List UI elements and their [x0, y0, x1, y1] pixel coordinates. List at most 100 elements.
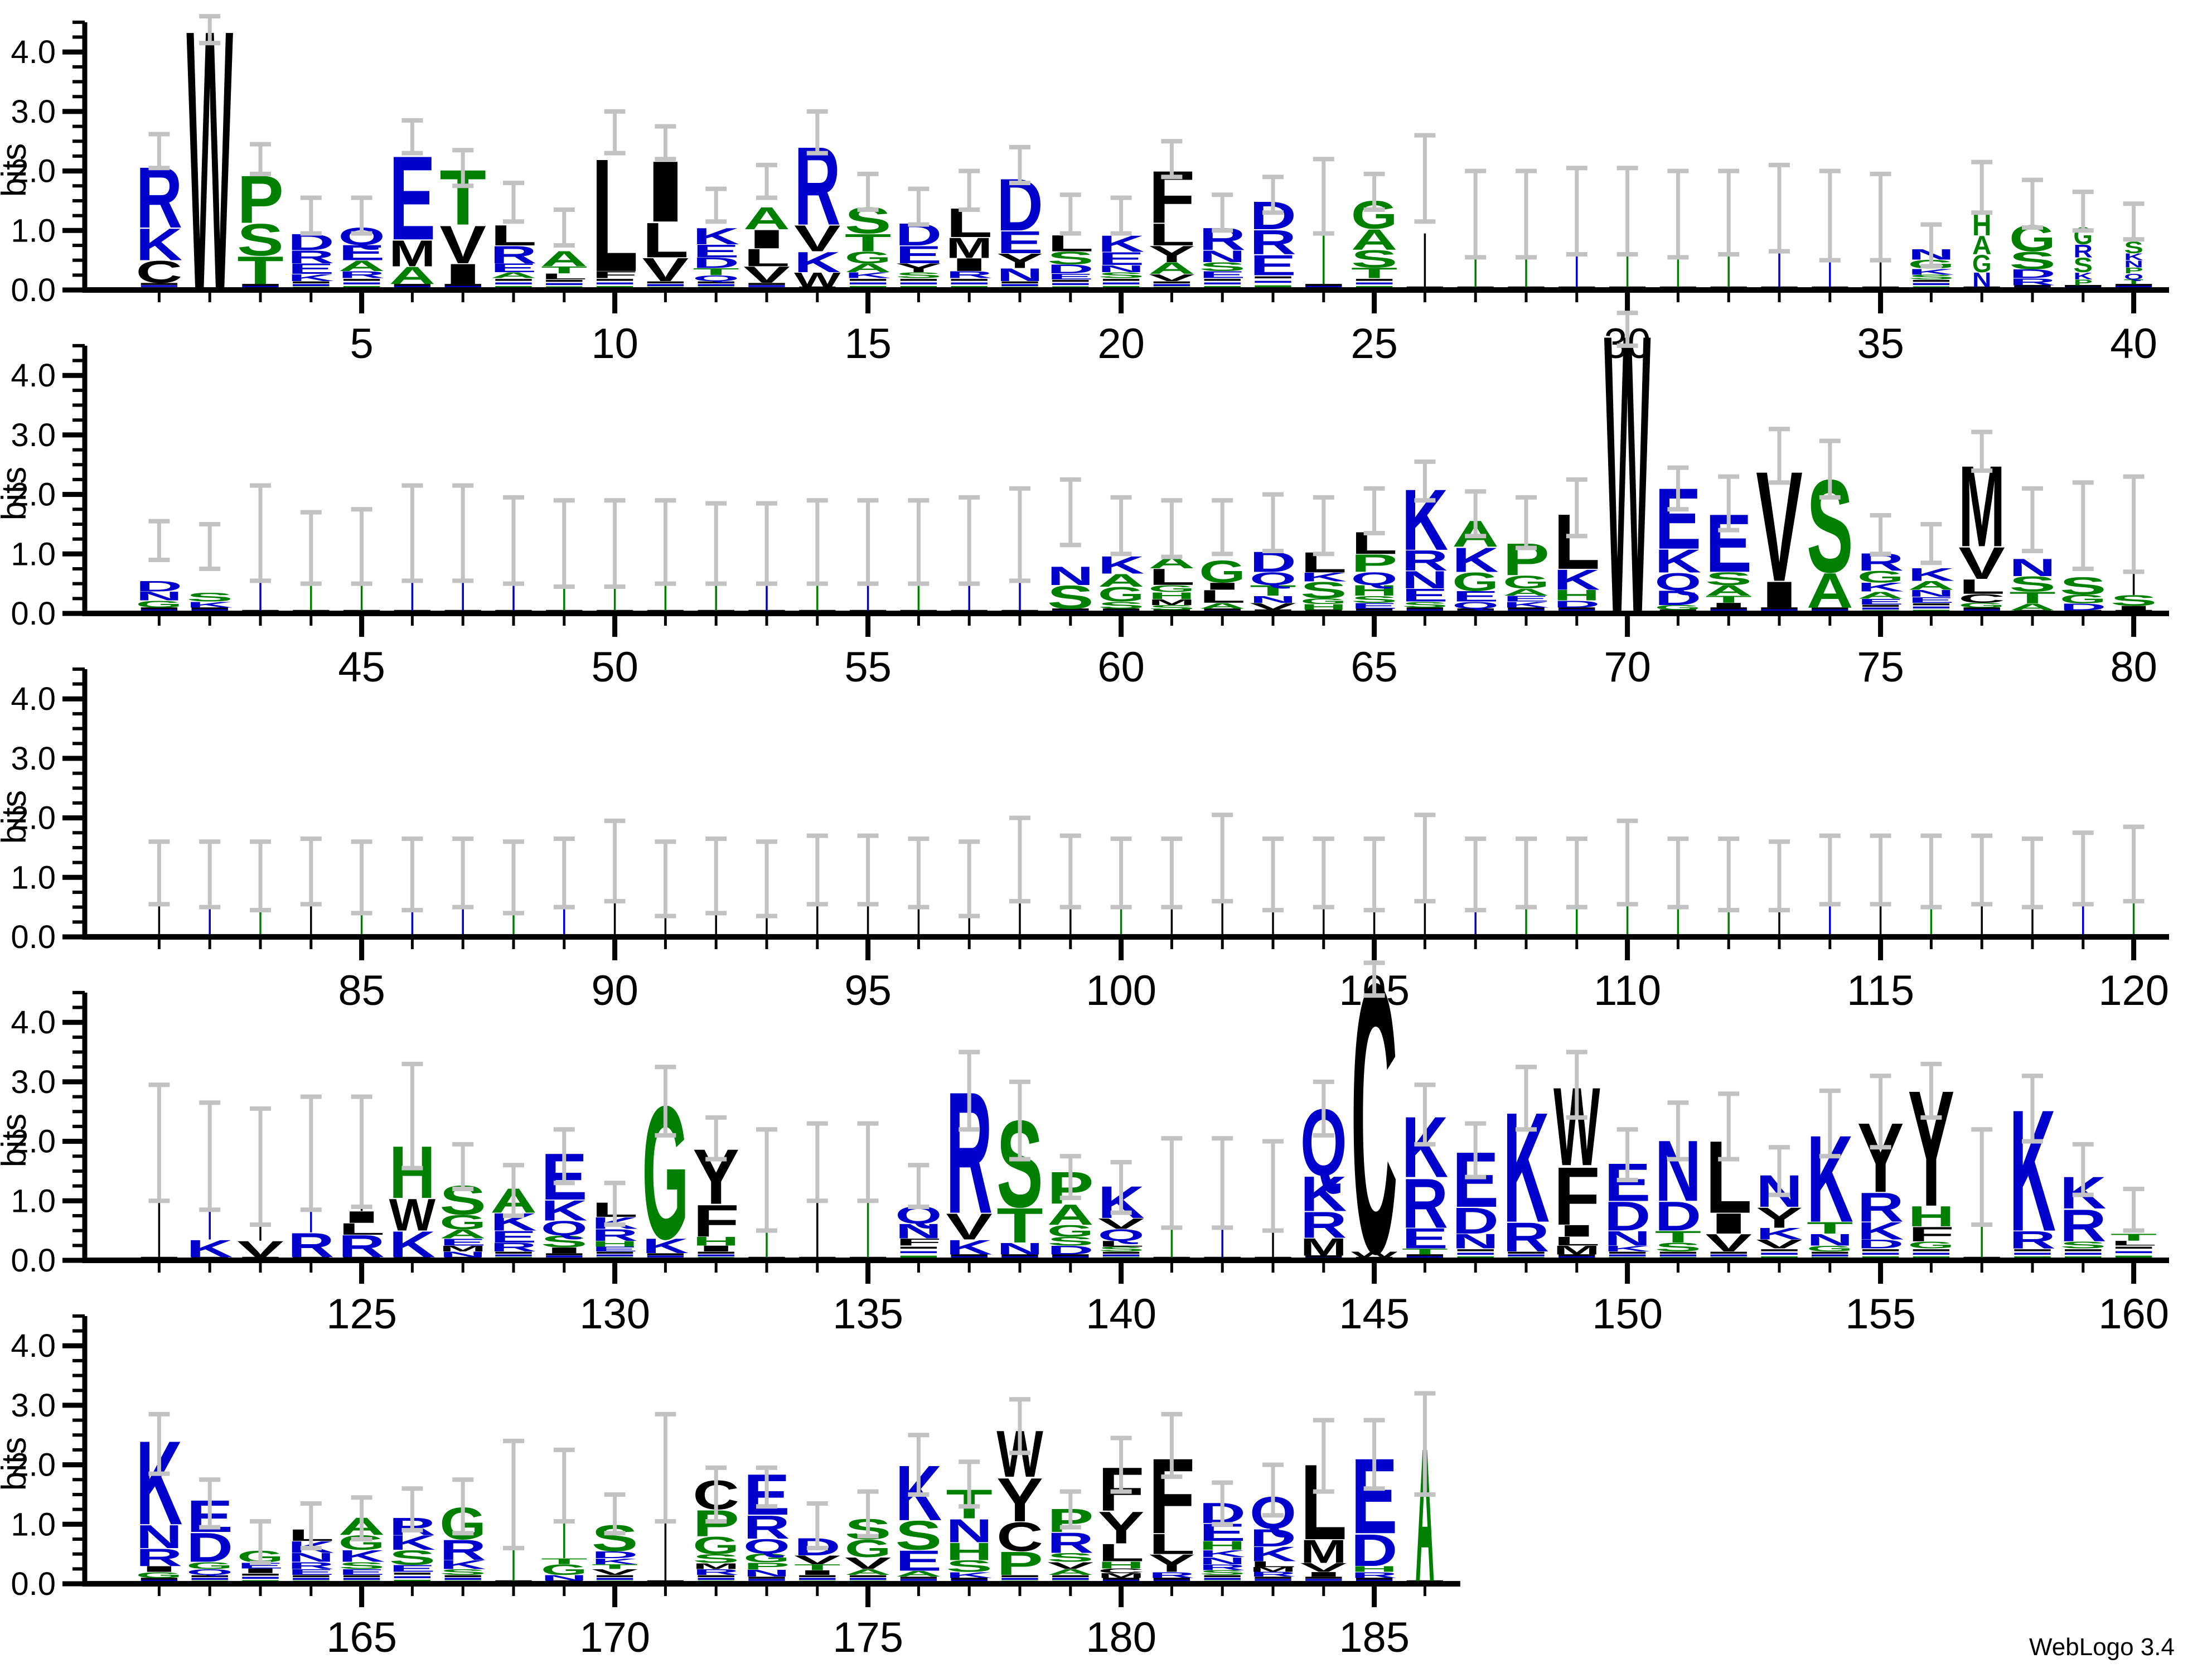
- logo-letter-I: I: [1553, 1222, 1600, 1240]
- logo-letter-T: T: [1250, 582, 1296, 599]
- logo-letter-A: A: [1047, 1198, 1094, 1231]
- logo-letter-P: P: [2124, 266, 2143, 275]
- logo-letter-L: L: [1958, 575, 2005, 598]
- logo-letter-S: S: [1908, 273, 1955, 281]
- logo-letter-K: K: [794, 246, 841, 278]
- x-tick-label: 10: [591, 320, 638, 368]
- logo-letter-G: G: [1503, 572, 1550, 592]
- x-tick-label: 50: [591, 644, 638, 691]
- logo-letter-Q: Q: [1351, 569, 1398, 589]
- logo-letter-T: T: [592, 1563, 638, 1570]
- logo-letter-E: E: [693, 241, 739, 261]
- logo-letter-V: V: [1300, 1561, 1347, 1575]
- logo-letter-K: K: [439, 1558, 486, 1572]
- logo-letter-Y: Y: [996, 249, 1043, 273]
- logo-letter-N: N: [996, 265, 1043, 285]
- y-tick-label: 4.0: [11, 34, 56, 70]
- logo-letter-T: T: [1655, 1228, 1702, 1246]
- x-tick-label: 55: [844, 644, 892, 691]
- logo-letter-V: V: [1098, 1216, 1145, 1232]
- logo-letter-N: N: [996, 1240, 1043, 1258]
- logo-letter-I: I: [1199, 581, 1246, 592]
- logo-letter-E: E: [1402, 1222, 1449, 1255]
- logo-letter-E: E: [1351, 601, 1398, 611]
- logo-letter-T: T: [1807, 1219, 1853, 1237]
- logo-letter-D: D: [2009, 267, 2056, 281]
- logo-letter-E: E: [896, 241, 942, 269]
- logo-letter-I: I: [794, 1569, 841, 1576]
- logo-letter-S: S: [2111, 592, 2157, 609]
- y-axis-title: bits: [0, 467, 33, 520]
- y-axis-title: bits: [0, 1437, 33, 1491]
- logo-letter-A: A: [1972, 230, 1992, 260]
- logo-letter-T: T: [693, 266, 739, 277]
- logo-letter-E: E: [490, 1228, 537, 1246]
- y-tick-label: 4.0: [11, 357, 56, 394]
- y-tick-label: 3.0: [11, 1064, 56, 1100]
- logo-letter-S: S: [1149, 604, 1195, 611]
- logo-letter-L: L: [1149, 217, 1195, 252]
- x-tick-label: 95: [844, 967, 892, 1014]
- logo-letter-R: R: [439, 1534, 486, 1566]
- logo-letter-A: A: [1807, 563, 1853, 618]
- logo-letter-V: V: [845, 1554, 892, 1573]
- x-tick-label: 130: [579, 1290, 650, 1338]
- logo-letter-E: E: [389, 1563, 436, 1574]
- x-tick-label: 155: [1845, 1290, 1916, 1338]
- logo-letter-L: L: [1098, 1239, 1145, 1249]
- logo-letter-Q: Q: [541, 1217, 588, 1240]
- logo-letter-K: K: [946, 1236, 993, 1259]
- logo-letter-Y: Y: [1756, 1202, 1803, 1234]
- logo-letter-R: R: [490, 241, 537, 269]
- x-tick-label: 85: [338, 967, 385, 1014]
- y-tick-label: 2.0: [11, 1124, 56, 1160]
- logo-letter-K: K: [1655, 543, 1702, 579]
- logo-letter-S: S: [1098, 599, 1145, 611]
- logo-letter-S: S: [946, 1557, 993, 1575]
- y-tick-label: 0.0: [11, 919, 56, 955]
- logo-letter-N: N: [1199, 248, 1246, 266]
- x-tick-label: 60: [1097, 644, 1145, 691]
- logo-letter-G: G: [1199, 554, 1246, 589]
- logo-letter-K: K: [592, 1556, 638, 1566]
- logo-letter-L: L: [1553, 1234, 1600, 1248]
- logo-letter-K: K: [389, 1531, 436, 1555]
- logo-letter-I: I: [946, 255, 993, 275]
- logo-letter-C: C: [136, 254, 183, 289]
- logo-letter-K: K: [2124, 251, 2143, 262]
- logo-letter-E: E: [1402, 586, 1449, 606]
- logo-letter-S: S: [389, 1546, 436, 1569]
- logo-letter-V: V: [1756, 1237, 1803, 1251]
- logo-letter-N: N: [1807, 1231, 1853, 1249]
- logo-letter-S: S: [1300, 577, 1347, 603]
- logo-letter-N: N: [896, 1220, 942, 1243]
- logo-letter-A: A: [1149, 259, 1195, 278]
- logo-letter-M: M: [439, 1244, 486, 1253]
- logo-letter-K: K: [1300, 1166, 1347, 1222]
- logo-letter-S: S: [1047, 1234, 1094, 1248]
- logo-letter-S: S: [541, 1232, 588, 1251]
- y-tick-label: 3.0: [11, 1387, 56, 1424]
- logo-letter-S: S: [439, 1567, 486, 1577]
- logo-letter-E: E: [996, 225, 1043, 260]
- logo-letter-E: E: [592, 1245, 638, 1253]
- logo-letter-V: V: [743, 262, 790, 288]
- logo-letter-S: S: [693, 1552, 739, 1566]
- y-tick-label: 1.0: [11, 1183, 56, 1219]
- logo-letter-K: K: [541, 1195, 588, 1227]
- x-tick-label: 150: [1592, 1290, 1663, 1338]
- logo-letter-T: T: [1402, 1247, 1449, 1256]
- logo-letter-G: G: [1857, 568, 1904, 586]
- logo-letter-A: A: [439, 1227, 486, 1241]
- x-tick-label: 170: [579, 1614, 650, 1661]
- logo-letter-G: G: [1807, 1244, 1853, 1253]
- logo-letter-A: A: [389, 262, 436, 289]
- logo-letter-M: M: [1300, 1234, 1347, 1261]
- logo-letter-H: H: [1351, 582, 1398, 599]
- logo-letter-L: L: [338, 1220, 385, 1239]
- logo-letter-K: K: [288, 272, 335, 283]
- logo-letter-Q: Q: [1452, 599, 1499, 611]
- logo-letter-D: D: [1655, 1193, 1702, 1240]
- logo-letter-K: K: [1503, 600, 1550, 610]
